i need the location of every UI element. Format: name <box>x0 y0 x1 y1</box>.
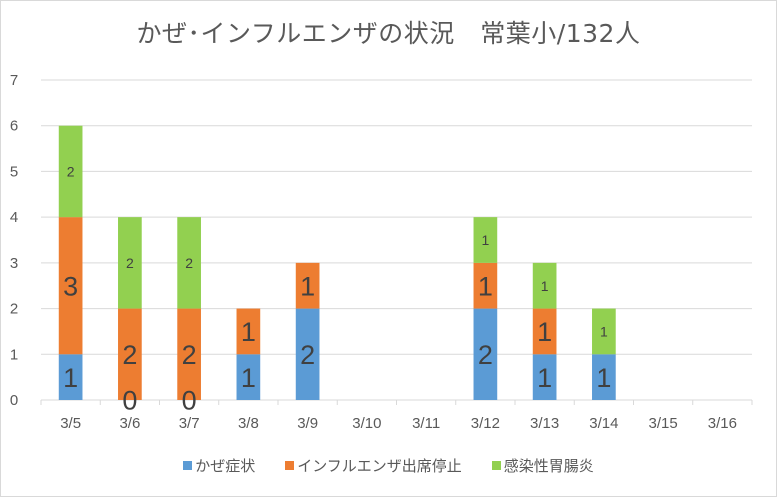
data-label: 1 <box>541 278 549 294</box>
data-label: 2 <box>122 340 137 370</box>
y-tick-label: 0 <box>10 392 18 409</box>
data-label: 0 <box>182 386 197 416</box>
y-tick-label: 2 <box>10 301 18 318</box>
data-label: 1 <box>537 363 552 393</box>
x-tick-label: 3/16 <box>708 415 737 432</box>
bar-segment <box>236 308 261 355</box>
bar-segment <box>532 308 557 355</box>
x-tick-label: 3/10 <box>352 415 381 432</box>
x-tick-label: 3/7 <box>179 415 200 432</box>
bar-segment <box>118 308 142 400</box>
x-tick-label: 3/9 <box>297 415 318 432</box>
data-label: 1 <box>596 363 611 393</box>
legend-swatch <box>491 461 501 470</box>
legend-item: 感染性胃腸炎 <box>491 455 594 476</box>
bar-segment <box>592 354 616 400</box>
legend-item: インフルエンザ出席停止 <box>285 455 462 476</box>
y-tick-label: 5 <box>10 163 18 180</box>
bar-segment <box>177 217 201 309</box>
data-label: 1 <box>241 363 256 393</box>
bar-segment <box>473 308 498 400</box>
legend-label: 感染性胃腸炎 <box>503 457 594 475</box>
data-label: 2 <box>126 255 134 271</box>
data-label: 1 <box>241 317 256 347</box>
legend-item: かぜ症状 <box>183 455 255 476</box>
bar-segment <box>58 217 83 355</box>
bar-segment <box>532 354 557 400</box>
bar-segment <box>532 262 557 309</box>
legend-label: インフルエンザ出席停止 <box>297 457 462 475</box>
x-tick-label: 3/15 <box>649 415 678 432</box>
data-label: 1 <box>481 232 489 248</box>
x-tick-label: 3/6 <box>119 415 140 432</box>
data-label: 2 <box>67 163 75 179</box>
y-tick-label: 6 <box>10 118 18 135</box>
bar-segment <box>295 308 320 400</box>
x-tick-label: 3/13 <box>530 415 559 432</box>
y-tick-label: 3 <box>10 255 18 272</box>
legend-swatch <box>183 461 193 470</box>
bar-segment <box>473 262 498 309</box>
x-tick-label: 3/12 <box>471 415 500 432</box>
x-tick-label: 3/14 <box>589 415 618 432</box>
data-label: 1 <box>300 271 315 301</box>
bar-segment <box>118 217 142 309</box>
data-label: 1 <box>537 317 552 347</box>
bar-segment <box>473 217 498 263</box>
bar-segment <box>236 354 261 400</box>
y-tick-label: 7 <box>10 72 18 89</box>
x-tick-label: 3/11 <box>412 415 440 432</box>
chart-legend: かぜ症状 インフルエンザ出席停止 感染性胃腸炎 <box>0 455 777 476</box>
x-tick-label: 3/5 <box>60 415 81 432</box>
x-tick-label: 3/8 <box>238 415 259 432</box>
bar-segment <box>592 308 616 355</box>
bar-segment <box>177 308 201 400</box>
data-label: 1 <box>600 323 608 339</box>
legend-swatch <box>285 461 295 470</box>
data-label: 3 <box>63 271 78 301</box>
data-label: 1 <box>478 271 493 301</box>
legend-label: かぜ症状 <box>195 457 256 475</box>
data-label: 0 <box>122 386 137 416</box>
bar-segment <box>58 125 83 218</box>
y-tick-label: 1 <box>10 346 18 363</box>
data-label: 2 <box>185 255 193 271</box>
data-label: 2 <box>300 340 315 370</box>
data-label: 1 <box>63 363 78 393</box>
bar-segment <box>295 262 320 309</box>
y-tick-label: 4 <box>10 209 18 226</box>
data-label: 2 <box>478 340 493 370</box>
bar-segment <box>58 354 83 400</box>
data-label: 2 <box>182 340 197 370</box>
chart-title: かぜ･インフルエンザの状況 常葉小/132人 <box>136 19 641 48</box>
